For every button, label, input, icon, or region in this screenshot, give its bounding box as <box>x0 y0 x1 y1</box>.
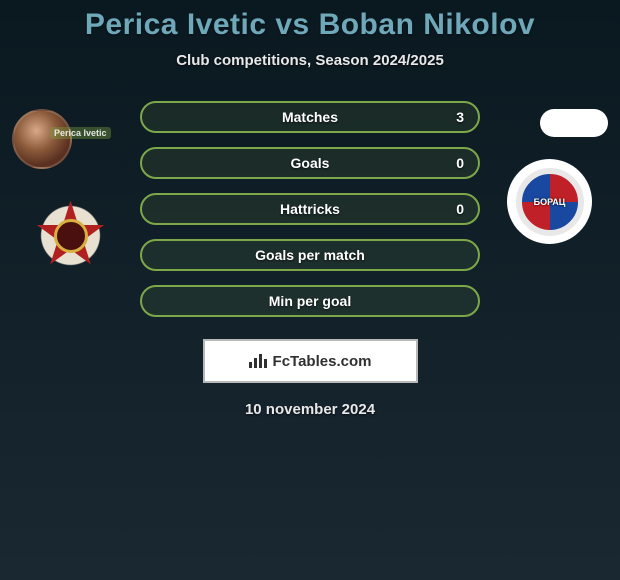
player-right-avatar <box>540 109 608 137</box>
stat-label: Goals <box>291 155 330 171</box>
comparison-title: Perica Ivetic vs Boban Nikolov <box>85 8 535 42</box>
footer-date: 10 november 2024 <box>245 401 375 418</box>
stat-label: Matches <box>282 109 338 125</box>
bar-chart-icon <box>249 354 267 368</box>
stat-value-right: 0 <box>456 201 464 217</box>
stat-row-mpg: Min per goal <box>140 285 480 317</box>
stat-row-hattricks: Hattricks 0 <box>140 193 480 225</box>
stat-label: Goals per match <box>255 247 365 263</box>
comparison-subtitle: Club competitions, Season 2024/2025 <box>176 52 444 69</box>
player-left-avatar <box>12 109 72 169</box>
club-left-badge <box>28 193 113 278</box>
player-left-tag: Perica Ivetic <box>50 127 111 139</box>
stat-label: Hattricks <box>280 201 340 217</box>
stat-value-right: 0 <box>456 155 464 171</box>
comparison-card: Perica Ivetic vs Boban Nikolov Club comp… <box>0 0 620 418</box>
stats-area: Perica Ivetic БОРАЦ Matches 3 Goals 0 Ha… <box>0 101 620 317</box>
stat-row-goals: Goals 0 <box>140 147 480 179</box>
branding-box[interactable]: FcTables.com <box>203 339 418 383</box>
stat-value-right: 3 <box>456 109 464 125</box>
club-right-badge: БОРАЦ <box>507 159 592 244</box>
club-right-label: БОРАЦ <box>534 197 566 207</box>
stat-row-matches: Matches 3 <box>140 101 480 133</box>
stat-label: Min per goal <box>269 293 351 309</box>
branding-text: FcTables.com <box>273 353 372 370</box>
stat-bars: Matches 3 Goals 0 Hattricks 0 Goals per … <box>140 101 480 317</box>
stat-row-gpm: Goals per match <box>140 239 480 271</box>
